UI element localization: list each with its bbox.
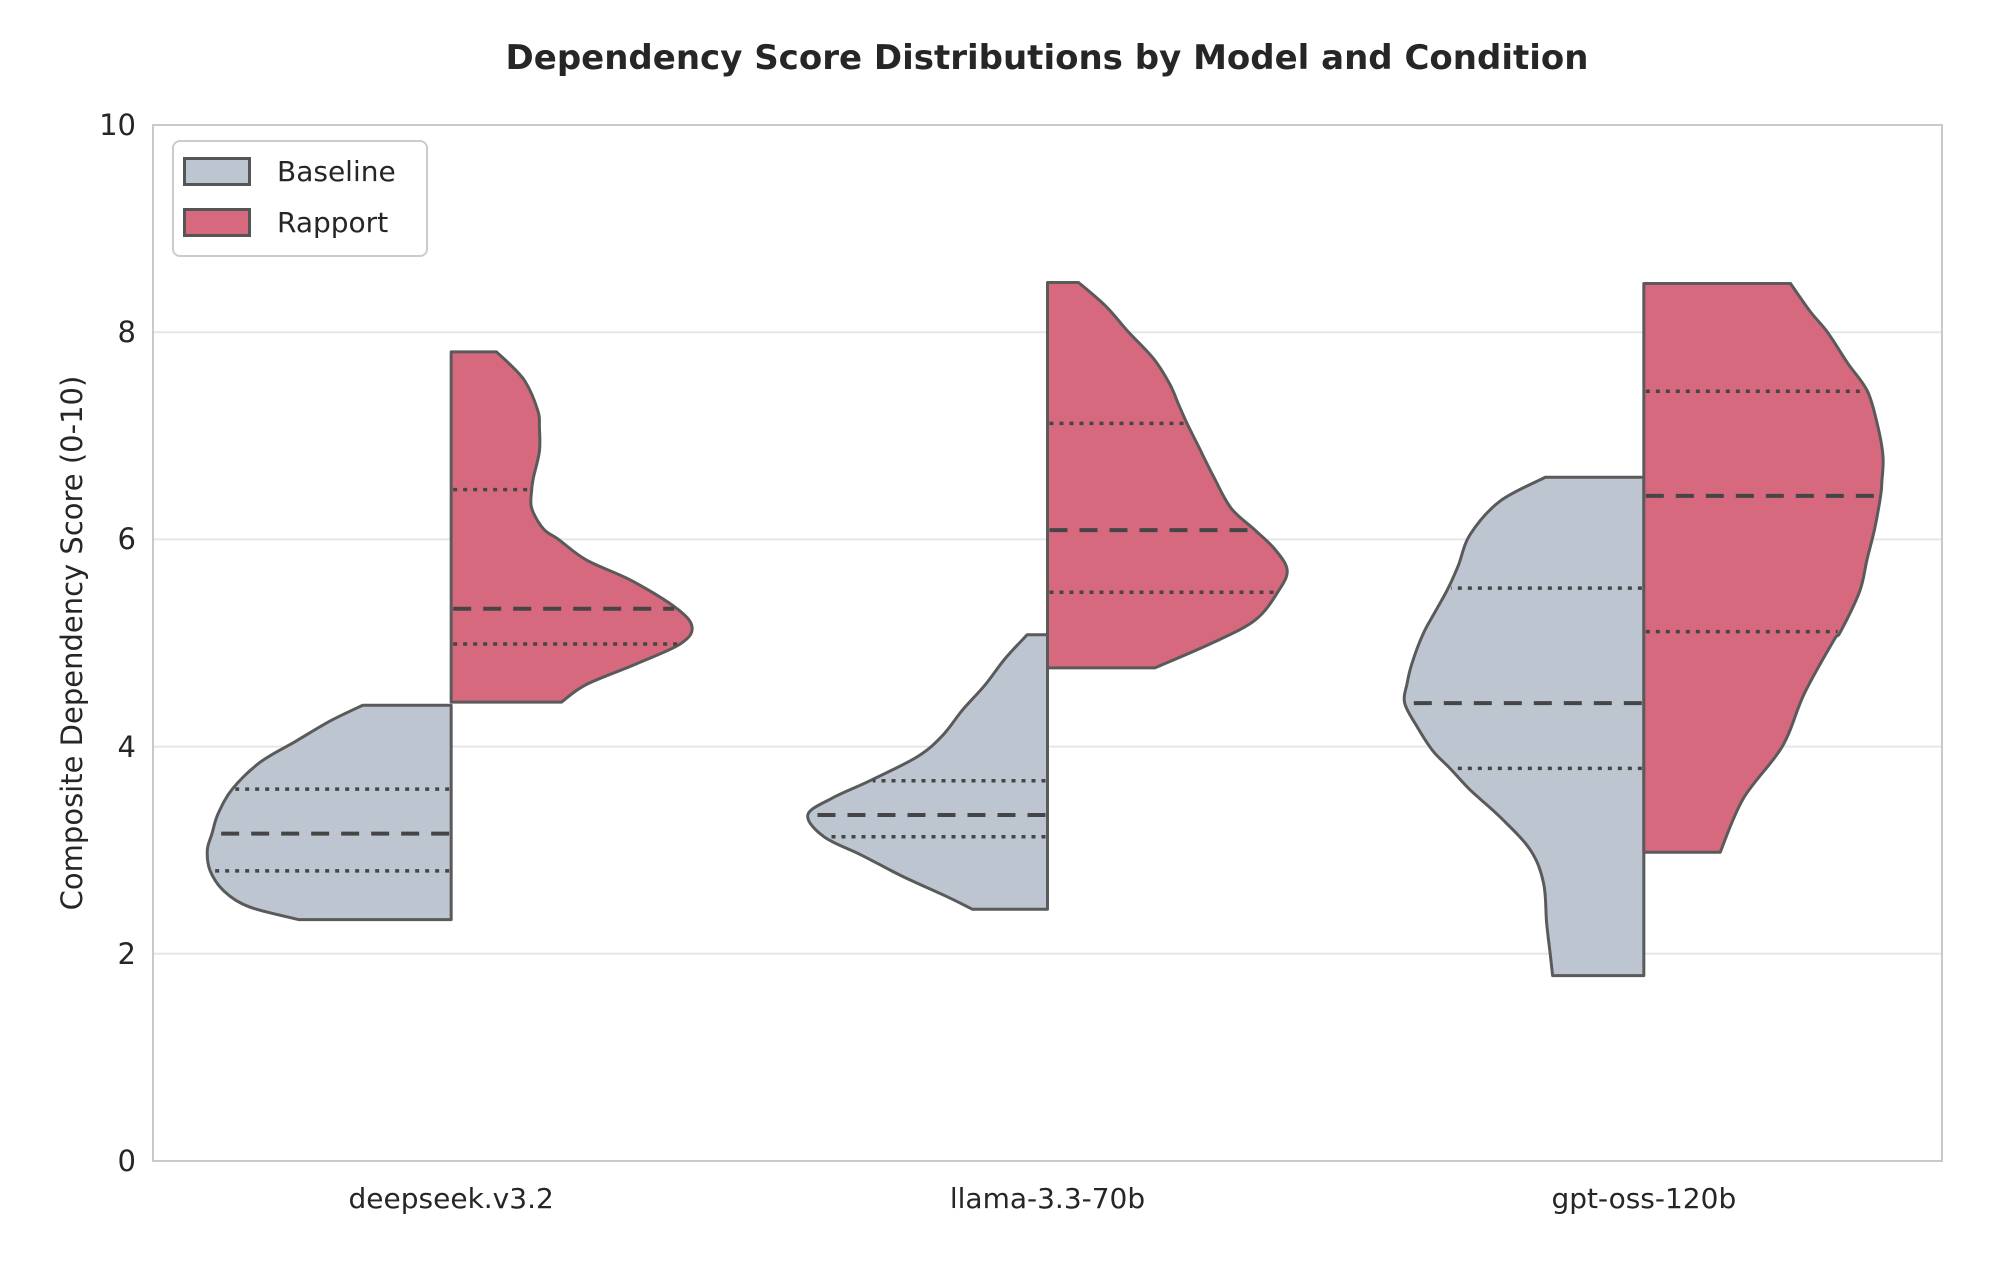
violin-llama-3.3-70b-baseline [806,633,1049,911]
legend: Baseline Rapport [172,140,428,257]
y-tick-label-0: 0 [117,1144,136,1178]
y-tick-label-6: 6 [117,522,136,557]
violin-gpt-oss-120b-rapport [1642,282,1885,854]
axes-box [152,124,1943,1162]
violin-gpt-oss-120b-baseline [1402,475,1646,978]
violin-deepseek.v3.2-baseline [205,703,453,922]
legend-item-rapport: Rapport [183,208,396,237]
violin-llama-3.3-70b-rapport [1046,281,1289,670]
x-tick-label-deepseek.v3.2: deepseek.v3.2 [348,1182,554,1215]
violin-deepseek.v3.2-rapport [449,350,694,704]
legend-label-baseline: Baseline [277,154,396,188]
y-tick-label-10: 10 [99,108,136,142]
x-tick-label-llama-3.3-70b: llama-3.3-70b [949,1182,1146,1215]
legend-items: Baseline Rapport [183,157,396,237]
x-tick-label-gpt-oss-120b: gpt-oss-120b [1551,1182,1737,1215]
chart-title: Dependency Score Distributions by Model … [505,38,1589,78]
legend-item-baseline: Baseline [183,157,396,186]
y-tick-label-8: 8 [117,315,136,350]
legend-swatch-baseline [183,157,251,186]
legend-label-rapport: Rapport [277,205,389,239]
legend-swatch-rapport [183,208,251,237]
y-tick-label-2: 2 [117,936,136,971]
y-tick-label-4: 4 [117,729,136,764]
